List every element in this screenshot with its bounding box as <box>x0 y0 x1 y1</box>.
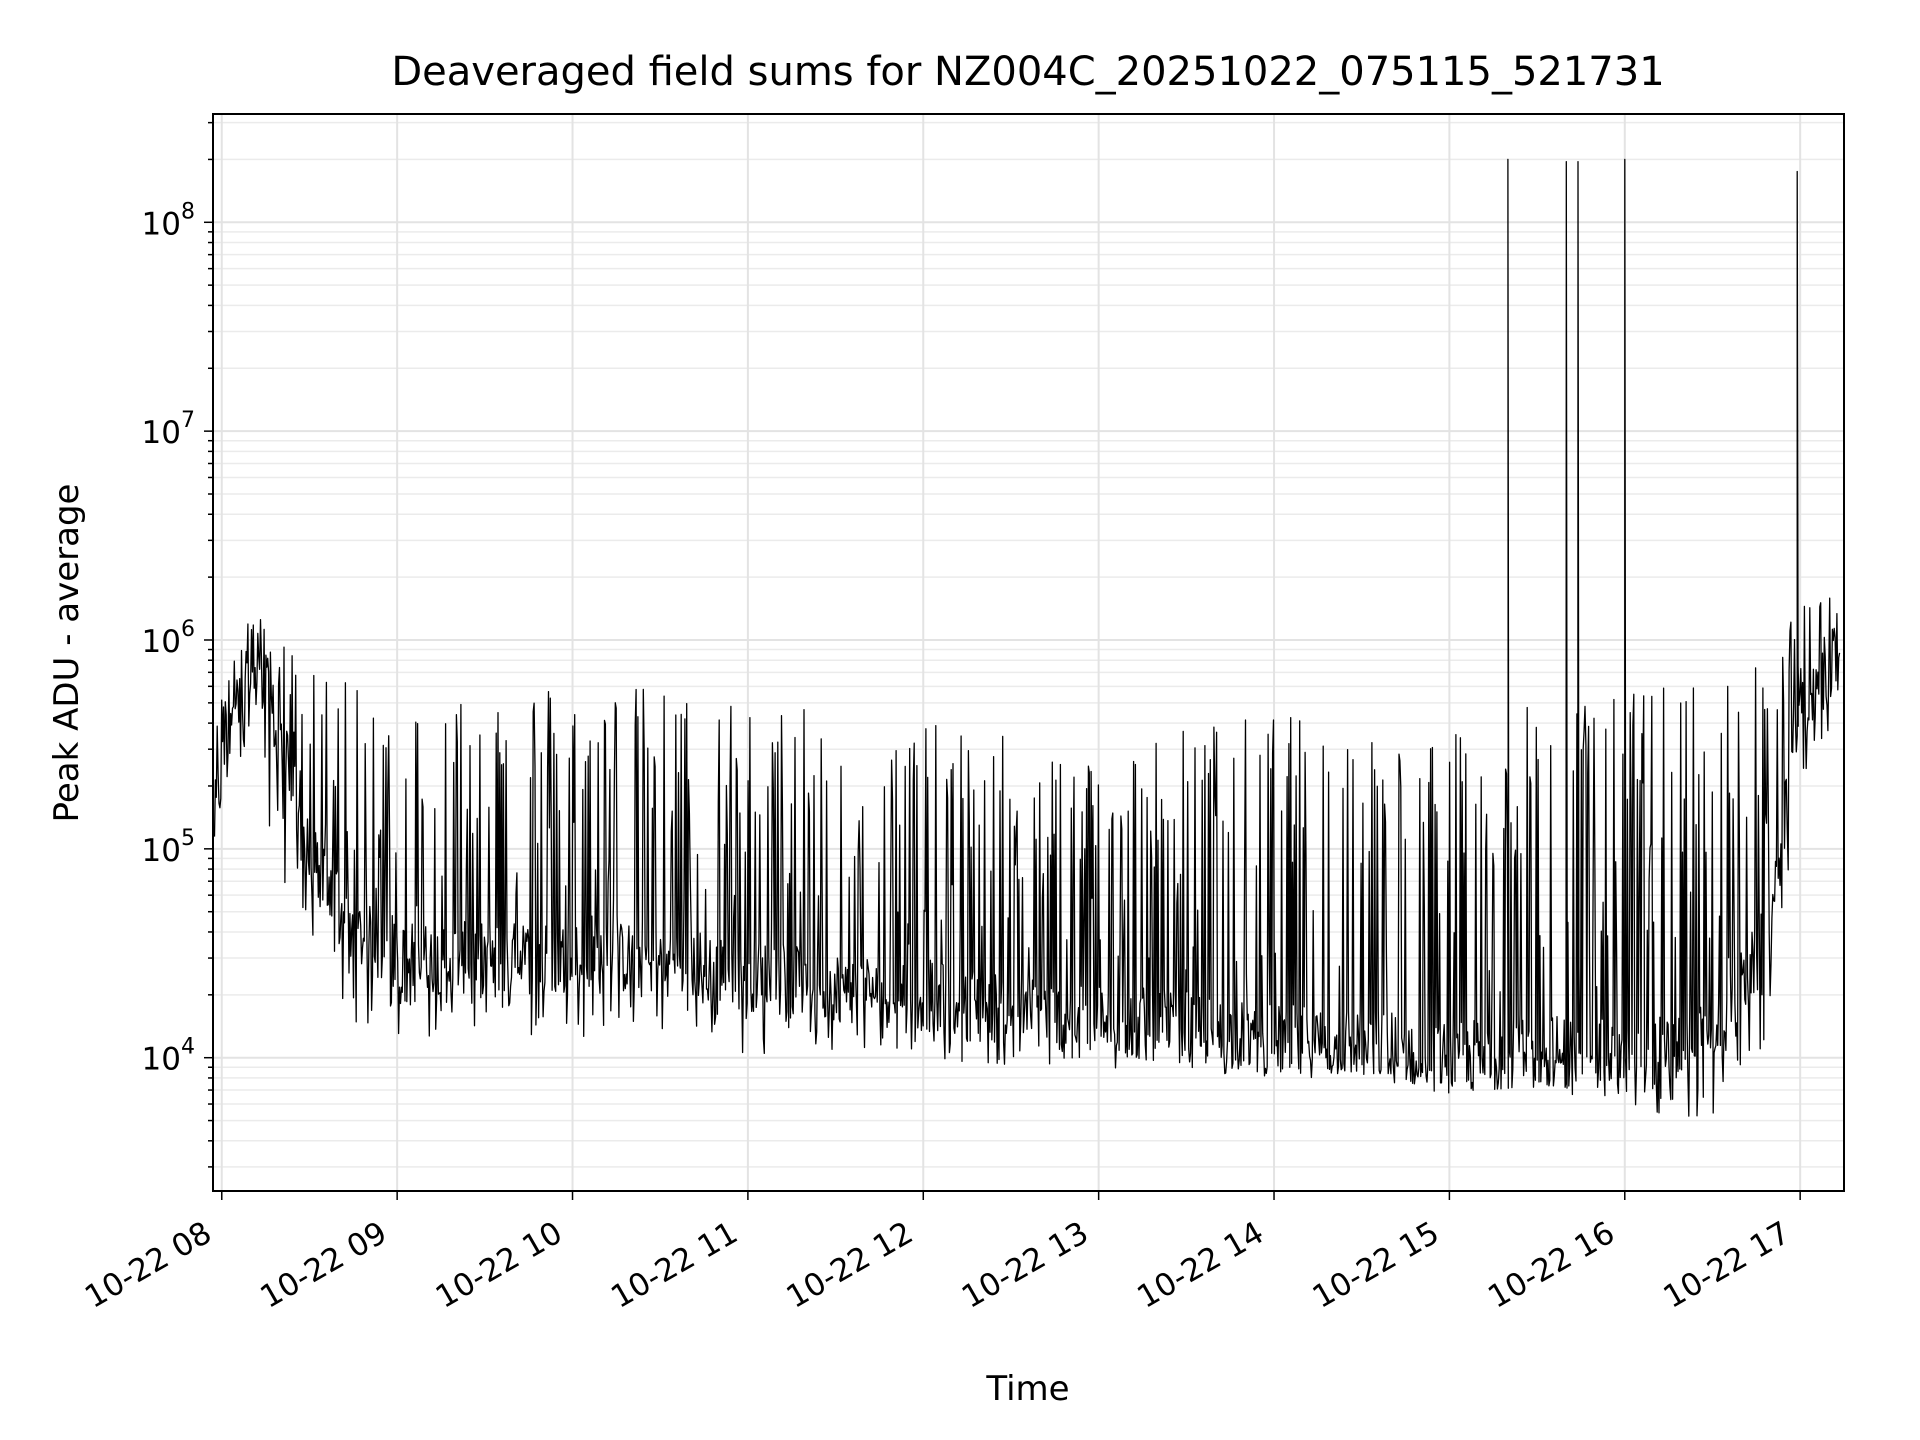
grid <box>213 114 1844 1191</box>
series-line <box>213 158 1841 1117</box>
y-axis: 104 105 106 107 108 <box>142 121 213 1168</box>
x-tick-label: 10-22 16 <box>1482 1215 1621 1316</box>
y-tick-label: 106 <box>142 617 195 660</box>
x-axis-label: Time <box>985 1369 1069 1409</box>
series-path <box>213 158 1841 1117</box>
x-tick-label: 10-22 09 <box>254 1215 393 1316</box>
x-tick-label: 10-22 11 <box>605 1215 744 1316</box>
chart-title: Deaveraged field sums for NZ004C_2025102… <box>391 49 1664 95</box>
y-tick-label: 105 <box>142 826 195 869</box>
y-axis-label: Peak ADU - average <box>47 484 87 823</box>
y-tick-label: 108 <box>142 199 195 242</box>
x-tick-label: 10-22 15 <box>1307 1215 1446 1316</box>
plot-frame <box>212 113 1845 1192</box>
x-tick-label: 10-22 08 <box>79 1215 218 1316</box>
x-tick-label: 10-22 10 <box>430 1215 569 1316</box>
x-tick-label: 10-22 14 <box>1131 1215 1270 1316</box>
y-tick-label: 104 <box>142 1035 195 1078</box>
x-tick-label: 10-22 17 <box>1657 1215 1796 1316</box>
x-tick-label: 10-22 12 <box>781 1215 920 1316</box>
y-tick-label: 107 <box>142 408 195 451</box>
x-axis: 10-22 08 10-22 09 10-22 10 10-22 11 10-22 12… <box>79 1191 1801 1316</box>
x-tick-label: 10-22 13 <box>956 1215 1095 1316</box>
